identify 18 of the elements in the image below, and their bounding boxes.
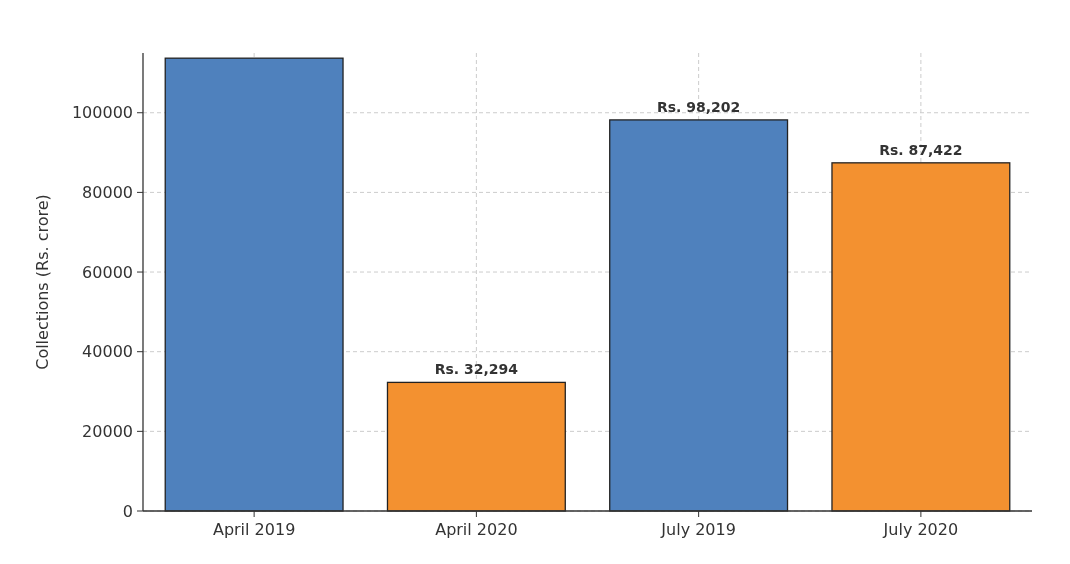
y-tick-label: 20000 <box>82 421 133 441</box>
x-tick-label: April 2020 <box>435 520 518 539</box>
x-tick-label: April 2019 <box>212 520 296 539</box>
x-tick-label: July 2019 <box>660 520 736 539</box>
y-tick-label: 0 <box>122 501 133 521</box>
bar <box>831 162 1011 512</box>
x-tick-label: July 2020 <box>882 520 959 539</box>
y-tick-label: 80000 <box>82 182 133 202</box>
bar <box>164 57 344 512</box>
y-axis-title: Collections (Rs. crore) <box>33 194 52 370</box>
y-tick-label: 40000 <box>82 342 133 362</box>
y-tick-label: 60000 <box>82 262 133 282</box>
bar <box>609 119 789 512</box>
data-label: Rs. 32,294 <box>434 361 519 378</box>
y-tick-label: 100000 <box>71 103 133 123</box>
bar <box>386 381 566 512</box>
data-label: Rs. 87,422 <box>879 141 963 158</box>
data-label: Rs. 98,202 <box>656 98 741 115</box>
